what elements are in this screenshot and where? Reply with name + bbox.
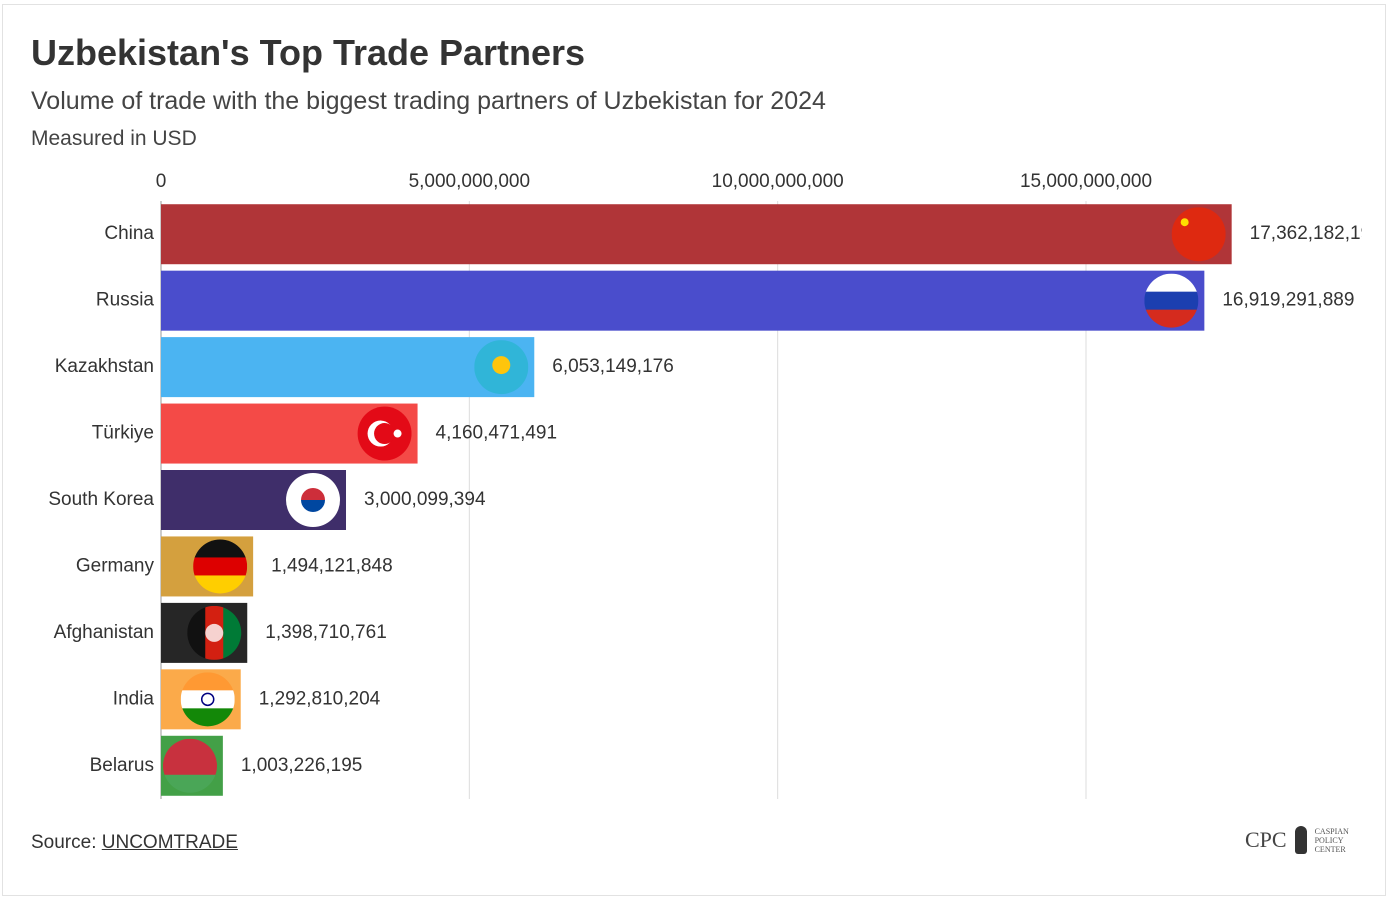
flag bbox=[357, 406, 412, 461]
x-tick-label: 0 bbox=[156, 171, 167, 192]
category-label: Kazakhstan bbox=[55, 356, 154, 377]
flag-stripe bbox=[1144, 309, 1199, 328]
value-label: 4,160,471,491 bbox=[436, 423, 558, 444]
flag-emblem bbox=[301, 500, 326, 512]
x-tick-label: 15,000,000,000 bbox=[1020, 171, 1152, 192]
value-label: 1,398,710,761 bbox=[265, 622, 387, 643]
logo-full: CASPIAN POLICY CENTER bbox=[1314, 826, 1349, 854]
value-label: 6,053,149,176 bbox=[552, 356, 674, 377]
bar bbox=[161, 270, 1205, 331]
category-label: India bbox=[113, 688, 155, 709]
flag-stripe bbox=[163, 756, 217, 776]
bar bbox=[161, 337, 535, 398]
flag-stripe bbox=[223, 605, 242, 660]
flag-stripe bbox=[187, 605, 206, 660]
value-label: 1,494,121,848 bbox=[271, 555, 393, 576]
value-label: 1,292,810,204 bbox=[259, 688, 381, 709]
flag-emblem bbox=[492, 356, 511, 375]
category-label: China bbox=[104, 223, 154, 244]
source-prefix: Source: bbox=[31, 832, 97, 853]
flag-emblem bbox=[301, 488, 326, 500]
flag bbox=[180, 672, 235, 727]
flag bbox=[1144, 273, 1199, 328]
flag-emblem bbox=[200, 692, 215, 707]
flag-stripe bbox=[180, 708, 235, 727]
flag bbox=[1171, 207, 1226, 262]
category-label: Belarus bbox=[90, 755, 154, 776]
flag bbox=[474, 340, 529, 395]
source: Source: UNCOMTRADE bbox=[31, 832, 238, 854]
flag-emblem bbox=[374, 423, 396, 445]
frame bbox=[2, 4, 1386, 896]
value-label: 3,000,099,394 bbox=[364, 489, 486, 510]
flag bbox=[187, 605, 242, 660]
category-label: Türkiye bbox=[92, 423, 154, 444]
labels: China 17,362,182,190 Russia 16,919,291,889 K… bbox=[48, 223, 1382, 776]
flag-stripe bbox=[163, 774, 217, 793]
category-label: South Korea bbox=[48, 489, 154, 510]
flag-stripe bbox=[180, 672, 235, 691]
bar bbox=[161, 204, 1232, 265]
logo: CPC CASPIAN POLICY CENTER bbox=[1245, 826, 1355, 854]
flag-stripe bbox=[193, 575, 248, 594]
chart-subtitle: Volume of trade with the biggest trading… bbox=[31, 87, 826, 115]
flag-stripe bbox=[193, 539, 248, 558]
flag-emblem bbox=[1180, 218, 1189, 227]
flag-emblem bbox=[205, 623, 224, 642]
value-label: 16,919,291,889 bbox=[1222, 290, 1354, 311]
category-label: Russia bbox=[96, 290, 155, 311]
flag bbox=[286, 473, 341, 527]
bars bbox=[161, 204, 1232, 796]
logo-name: CPC bbox=[1245, 827, 1287, 852]
chart-title: Uzbekistan's Top Trade Partners bbox=[31, 32, 586, 73]
x-tick-label: 5,000,000,000 bbox=[409, 171, 531, 192]
x-tick-label: 10,000,000,000 bbox=[712, 171, 844, 192]
axis-label: Measured in USD bbox=[31, 127, 197, 150]
flag-stripe bbox=[180, 690, 235, 709]
flag-stripe bbox=[1144, 273, 1199, 293]
flag-stripe bbox=[1144, 291, 1199, 311]
value-label: 1,003,226,195 bbox=[241, 755, 363, 776]
category-label: Afghanistan bbox=[54, 622, 154, 643]
flag-stripe bbox=[193, 557, 248, 576]
flag-stripe bbox=[1171, 207, 1226, 262]
flag bbox=[193, 539, 248, 594]
value-label: 17,362,182,190 bbox=[1250, 223, 1382, 244]
flag-stripe bbox=[163, 738, 217, 758]
source-link[interactable]: UNCOMTRADE bbox=[101, 832, 238, 853]
flag-emblem bbox=[393, 429, 402, 438]
category-label: Germany bbox=[76, 555, 155, 576]
flag bbox=[163, 738, 217, 793]
logo-mark bbox=[1294, 826, 1307, 854]
